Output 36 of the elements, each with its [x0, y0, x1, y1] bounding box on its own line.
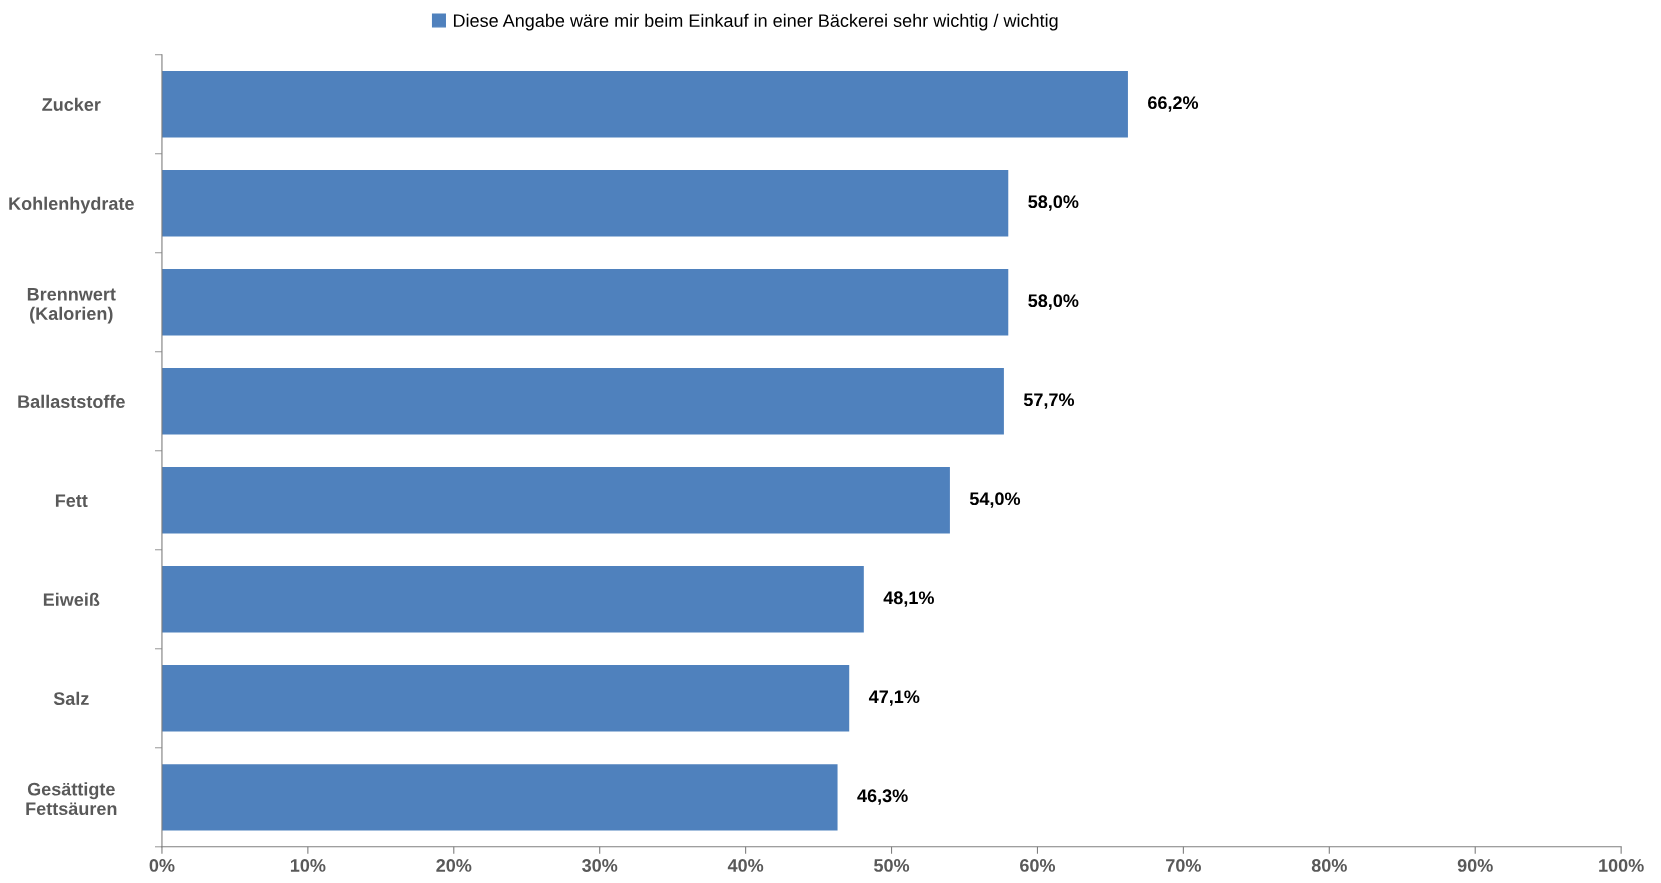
- data-label: 54,0%: [969, 492, 1021, 508]
- bar: [161, 467, 950, 534]
- x-tick-label: 40%: [727, 859, 764, 872]
- data-label: 58,0%: [1028, 195, 1079, 211]
- bar: [161, 566, 864, 633]
- bar: [161, 764, 838, 831]
- bar: [161, 269, 1009, 336]
- bar: [161, 368, 1004, 435]
- x-tick-label: 0%: [149, 859, 175, 872]
- y-tick-label: Salz: [53, 691, 89, 706]
- y-tick-label: Zucker: [42, 97, 101, 111]
- bar: [161, 665, 850, 732]
- x-tick-label: 20%: [436, 859, 472, 872]
- legend-label: Diese Angabe wäre mir beim Einkauf in einer Bäckerei sehr wichtig / wichtig: [453, 13, 1058, 31]
- data-label: 57,7%: [1023, 393, 1075, 409]
- y-tick-label: Brennwert (Kalorien): [27, 287, 116, 324]
- y-tick-label: Eiweiß: [43, 592, 100, 606]
- x-tick-label: 70%: [1166, 859, 1201, 872]
- bar: [161, 170, 1009, 237]
- x-tick-label: 90%: [1457, 859, 1493, 872]
- x-tick-label: 10%: [290, 859, 326, 872]
- y-tick-label: Gesättigte Fettsäuren: [26, 782, 117, 816]
- x-tick-label: 60%: [1020, 859, 1056, 872]
- y-tick-label: Fett: [55, 494, 88, 507]
- bar: [161, 71, 1128, 138]
- y-tick-label: Kohlenhydrate: [9, 196, 134, 214]
- x-tick-label: 50%: [874, 859, 910, 872]
- data-label: 58,0%: [1028, 294, 1079, 310]
- data-label: 48,1%: [883, 591, 934, 607]
- data-label: 46,3%: [857, 789, 908, 805]
- x-tick-label: 30%: [582, 859, 618, 872]
- data-label: 47,1%: [868, 690, 920, 706]
- data-label: 66,2%: [1148, 96, 1199, 112]
- x-tick-label: 80%: [1311, 859, 1347, 872]
- x-tick-label: 100%: [1599, 859, 1644, 872]
- y-tick-label: Ballaststoffe: [18, 394, 125, 408]
